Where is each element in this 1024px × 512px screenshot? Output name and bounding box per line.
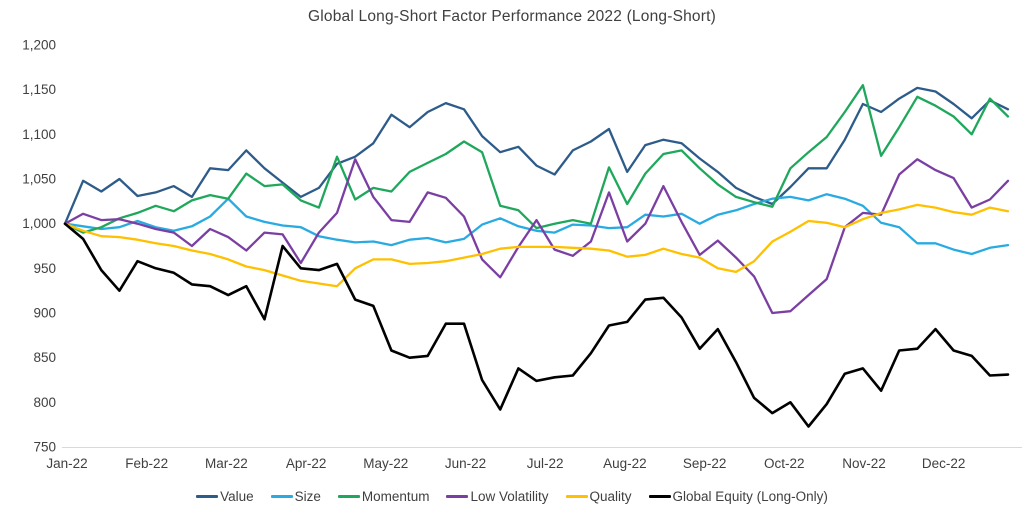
- y-axis-label: 950: [33, 261, 56, 276]
- legend-swatch-size: [270, 495, 293, 498]
- series-line-global-equity-long-only: [63, 222, 1010, 428]
- legend-item-quality: Quality: [565, 489, 632, 504]
- y-axis-label: 900: [33, 306, 56, 321]
- x-axis-label: Jun-22: [445, 456, 486, 471]
- series-line-size: [63, 193, 1010, 256]
- legend-item-label: Global Equity (Long-Only): [672, 489, 828, 504]
- x-axis-label: Oct-22: [764, 456, 805, 471]
- x-axis-label: Aug-22: [603, 456, 647, 471]
- y-axis-label: 1,050: [22, 172, 56, 187]
- legend-swatch-global-equity-long-only: [648, 495, 671, 498]
- legend-item-size: Size: [270, 489, 321, 504]
- y-axis-label: 1,000: [22, 216, 56, 231]
- series-line-value: [63, 86, 1010, 225]
- x-axis-label: Apr-22: [286, 456, 327, 471]
- y-axis-label: 850: [33, 350, 56, 365]
- legend-item-momentum: Momentum: [337, 489, 430, 504]
- x-axis-label: Jul-22: [527, 456, 564, 471]
- legend-swatch-value: [196, 495, 219, 498]
- legend-item-value: Value: [196, 489, 254, 504]
- legend-item-low-volatility: Low Volatility: [446, 489, 549, 504]
- y-axis-label: 1,100: [22, 127, 56, 142]
- y-axis-label: 800: [33, 395, 56, 410]
- series-line-momentum: [63, 84, 1010, 234]
- x-axis-label: Jan-22: [46, 456, 87, 471]
- series-line-quality: [63, 203, 1010, 288]
- legend-item-global-equity-long-only: Global Equity (Long-Only): [648, 489, 828, 504]
- legend-item-label: Low Volatility: [470, 489, 549, 504]
- legend-swatch-quality: [565, 495, 588, 498]
- x-axis-label: Nov-22: [842, 456, 886, 471]
- x-axis-label: Feb-22: [125, 456, 168, 471]
- x-axis-label: May-22: [363, 456, 408, 471]
- x-axis-label: Mar-22: [205, 456, 248, 471]
- legend-item-label: Quality: [589, 489, 632, 504]
- legend-item-label: Value: [220, 489, 254, 504]
- y-axis-label: 1,150: [22, 82, 56, 97]
- chart-title: Global Long-Short Factor Performance 202…: [308, 8, 716, 25]
- legend-swatch-low-volatility: [446, 495, 469, 498]
- y-axis-label: 750: [33, 440, 56, 455]
- plot-area: 750 800 850 900 950 1,000 1,050 1,100 1,150 1,200…: [22, 38, 1022, 471]
- y-axis-label: 1,200: [22, 38, 56, 53]
- x-axis-label: Sep-22: [683, 456, 727, 471]
- series-line-low-volatility: [63, 158, 1010, 315]
- legend-swatch-momentum: [337, 495, 360, 498]
- legend: Value Size Momentum Low Volatility Quality Gl…: [0, 489, 1024, 504]
- legend-item-label: Momentum: [361, 489, 430, 504]
- x-axis-label: Dec-22: [922, 456, 966, 471]
- legend-item-label: Size: [294, 489, 321, 504]
